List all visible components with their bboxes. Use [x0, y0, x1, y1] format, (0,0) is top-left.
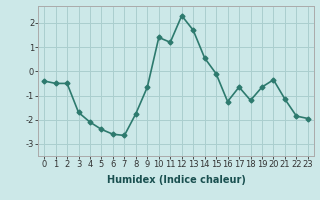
X-axis label: Humidex (Indice chaleur): Humidex (Indice chaleur) — [107, 175, 245, 185]
